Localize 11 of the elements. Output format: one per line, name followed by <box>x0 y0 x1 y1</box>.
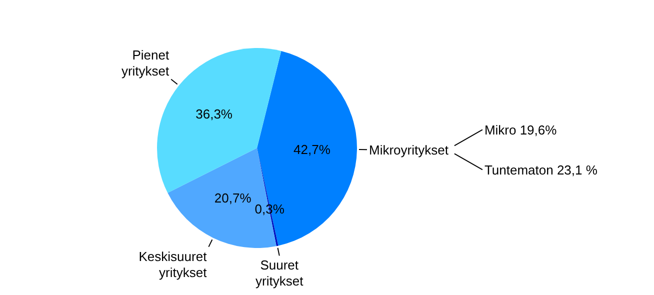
slice-label: Suuret yritykset <box>256 258 304 289</box>
slice-label: Mikroyritykset <box>368 142 449 158</box>
text: Tuntematon 23,1 % <box>484 162 598 178</box>
data-label: 36,3% <box>196 106 233 122</box>
slice-label: Pienet yritykset <box>121 47 170 78</box>
pie-slice <box>257 50 357 246</box>
data-label: 20,7% <box>214 190 252 206</box>
text: Mikro 19,6% <box>484 122 558 138</box>
slice-label: Keskisuuret yritykset <box>138 248 208 280</box>
data-label: 42,7% <box>294 142 331 157</box>
data-label: 0,3% <box>254 202 285 217</box>
